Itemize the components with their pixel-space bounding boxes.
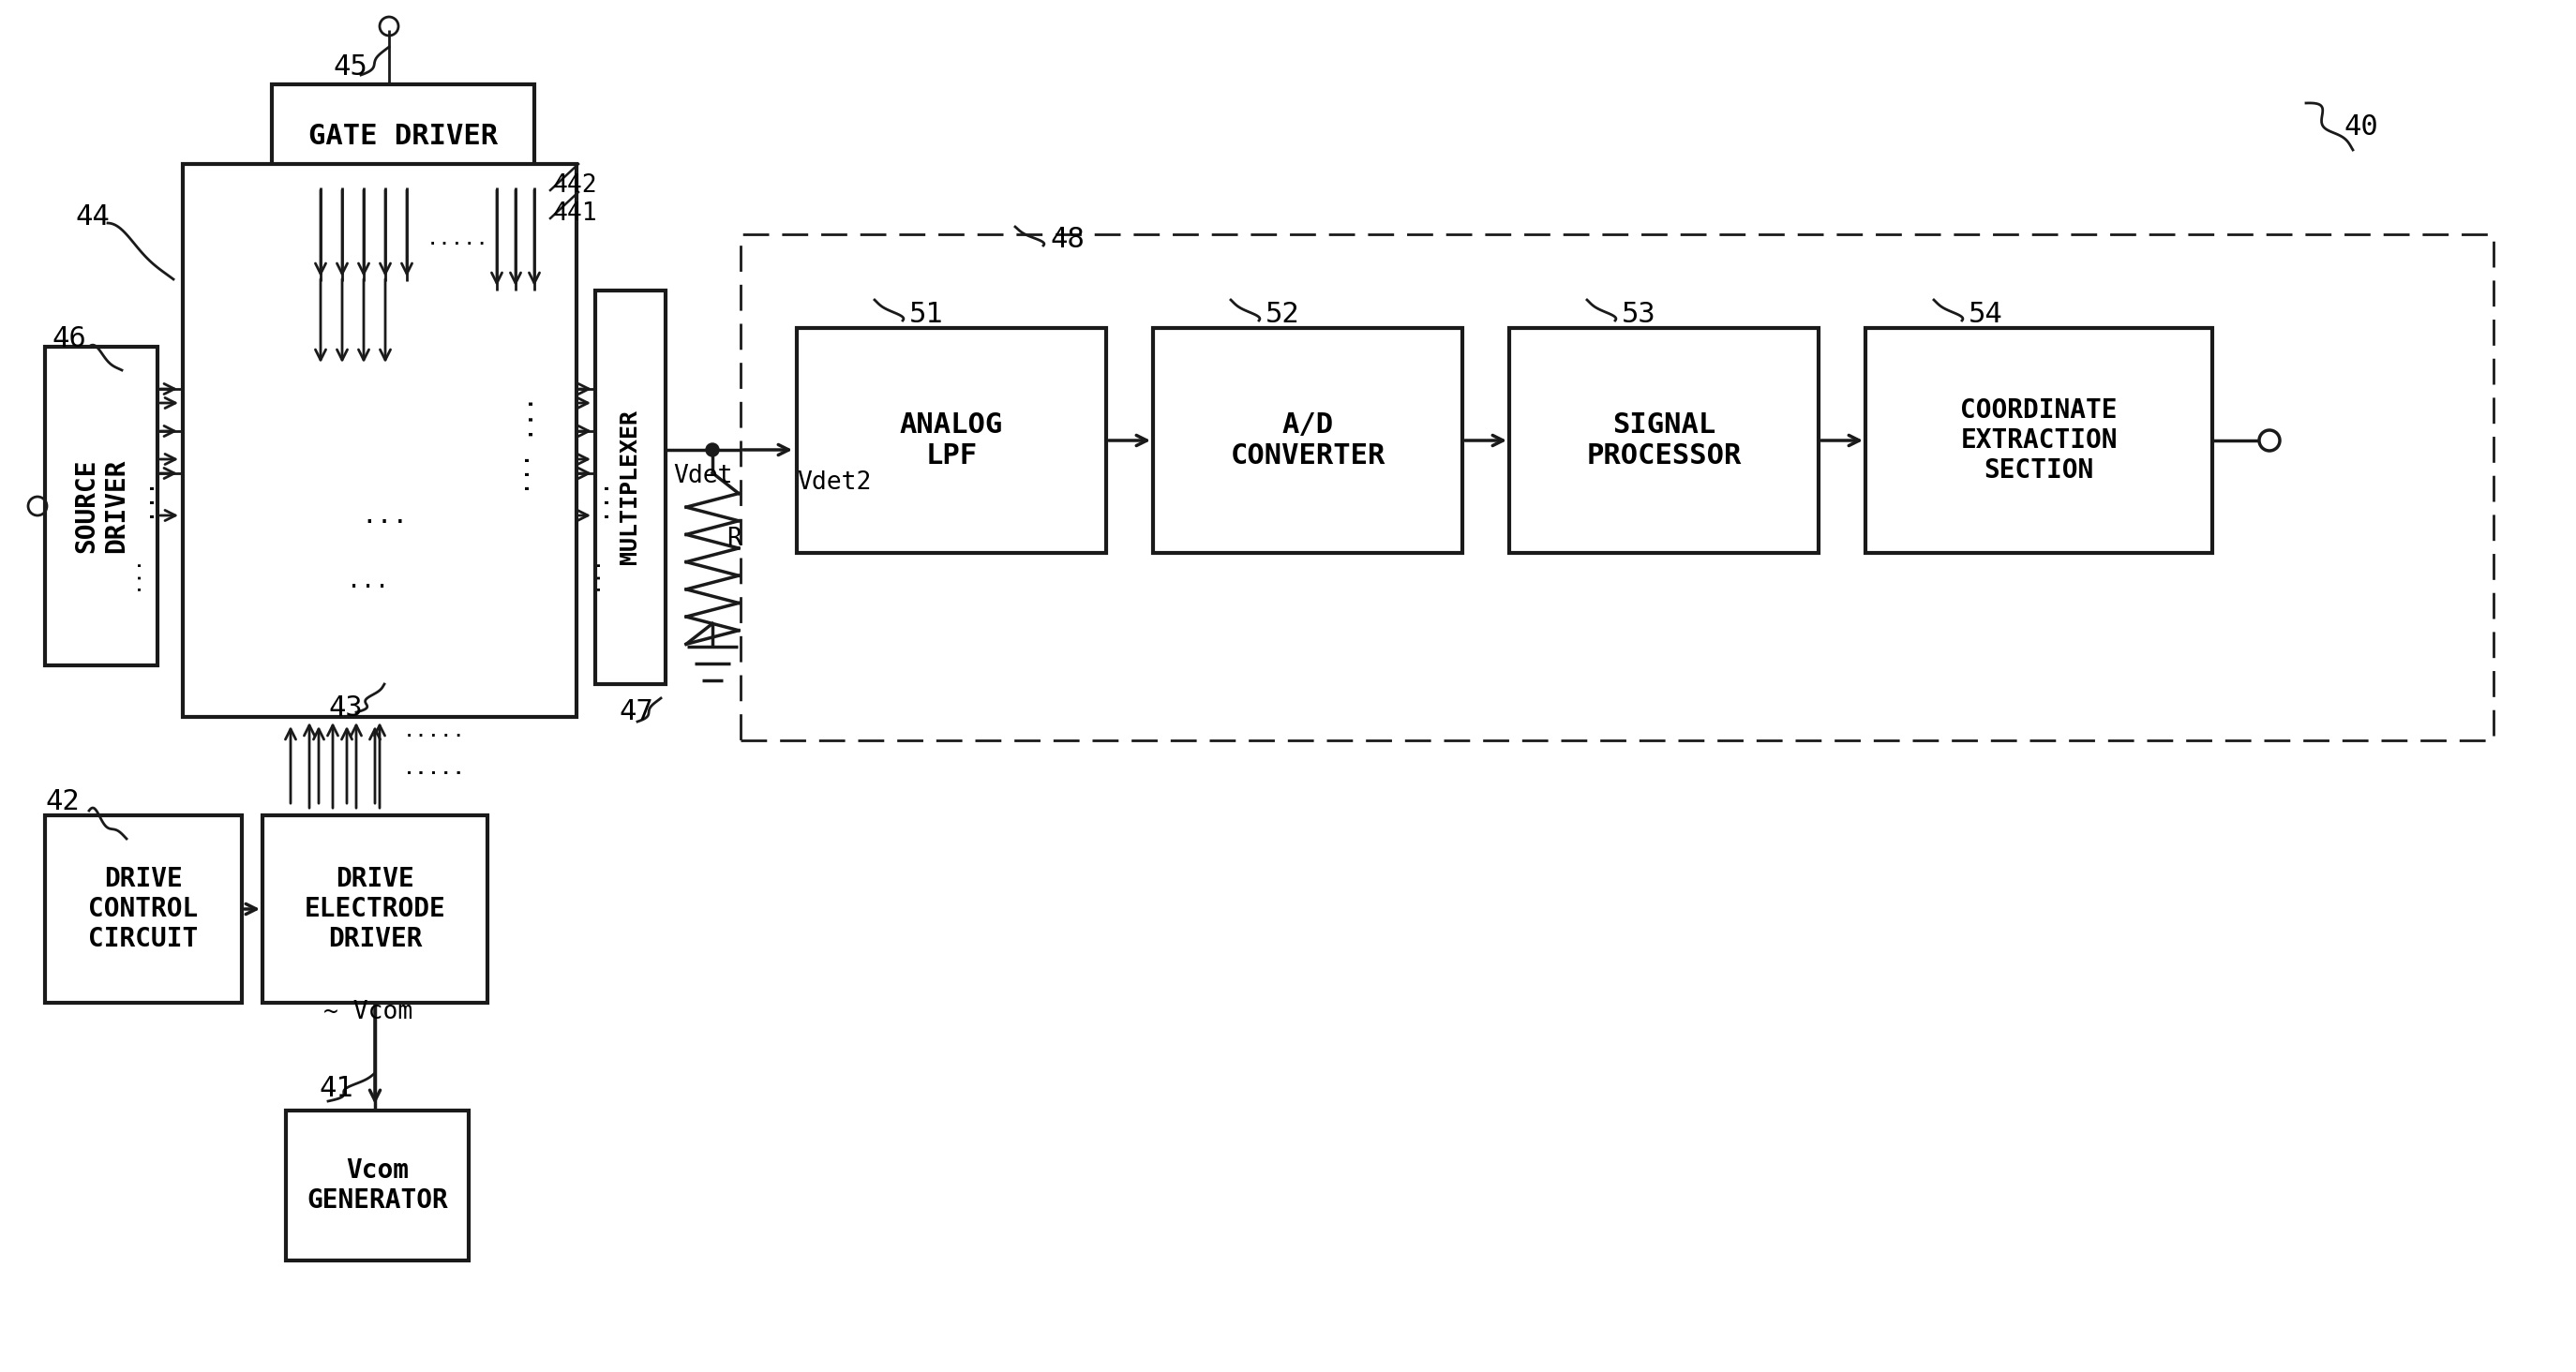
- Text: ...: ...: [361, 502, 407, 528]
- Text: ...: ...: [507, 447, 528, 490]
- Text: 47: 47: [618, 698, 654, 726]
- Text: A/D
CONVERTER: A/D CONVERTER: [1231, 412, 1386, 469]
- Text: 51: 51: [909, 300, 943, 328]
- Text: 54: 54: [1968, 300, 2004, 328]
- Text: ...: ...: [585, 476, 608, 517]
- Bar: [263, 815, 487, 1003]
- Text: DRIVE
ELECTRODE
DRIVER: DRIVE ELECTRODE DRIVER: [304, 866, 446, 952]
- Text: ANALOG
LPF: ANALOG LPF: [899, 412, 1002, 469]
- Text: MULTIPLEXER: MULTIPLEXER: [618, 410, 641, 565]
- Text: COORDINATE
EXTRACTION
SECTION: COORDINATE EXTRACTION SECTION: [1960, 397, 2117, 484]
- Text: ...: ...: [131, 476, 155, 517]
- Text: GATE DRIVER: GATE DRIVER: [309, 122, 497, 150]
- Bar: [739, 235, 2494, 741]
- Bar: [796, 328, 1105, 553]
- Text: .....: .....: [402, 759, 466, 778]
- Text: SIGNAL
PROCESSOR: SIGNAL PROCESSOR: [1587, 412, 1741, 469]
- Text: 40: 40: [2344, 113, 2378, 140]
- Bar: [286, 1110, 469, 1261]
- Bar: [1510, 328, 1819, 553]
- Text: R: R: [726, 527, 742, 552]
- Bar: [1154, 328, 1463, 553]
- Text: 442: 442: [554, 173, 598, 198]
- Text: 43: 43: [327, 694, 363, 722]
- Text: 53: 53: [1623, 300, 1656, 328]
- Bar: [1865, 328, 2213, 553]
- Text: SOURCE
DRIVER: SOURCE DRIVER: [72, 460, 129, 553]
- Text: Vcom
GENERATOR: Vcom GENERATOR: [307, 1157, 448, 1214]
- Text: .....: .....: [402, 722, 466, 741]
- Text: ...: ...: [348, 569, 389, 593]
- Text: .....: .....: [428, 229, 489, 248]
- Text: 46: 46: [52, 325, 85, 353]
- Circle shape: [706, 443, 719, 457]
- Text: ...: ...: [121, 553, 142, 590]
- Text: Vdet: Vdet: [672, 464, 732, 488]
- Text: 41: 41: [319, 1076, 353, 1103]
- Text: Vdet2: Vdet2: [796, 471, 871, 495]
- Text: DRIVE
CONTROL
CIRCUIT: DRIVE CONTROL CIRCUIT: [88, 866, 198, 952]
- Text: 44: 44: [75, 204, 108, 230]
- Text: 48: 48: [1051, 225, 1084, 252]
- Bar: [273, 84, 533, 188]
- Text: .....: .....: [402, 759, 466, 778]
- Bar: [183, 165, 577, 718]
- Bar: [44, 347, 157, 665]
- Bar: [595, 291, 665, 685]
- Text: ~ Vcom: ~ Vcom: [325, 1000, 412, 1025]
- Text: 52: 52: [1265, 300, 1301, 328]
- Text: 441: 441: [554, 202, 598, 226]
- Text: 45: 45: [332, 54, 368, 81]
- Bar: [44, 815, 242, 1003]
- Text: 42: 42: [44, 788, 80, 815]
- Text: ...: ...: [507, 388, 533, 436]
- Text: ...: ...: [582, 553, 600, 590]
